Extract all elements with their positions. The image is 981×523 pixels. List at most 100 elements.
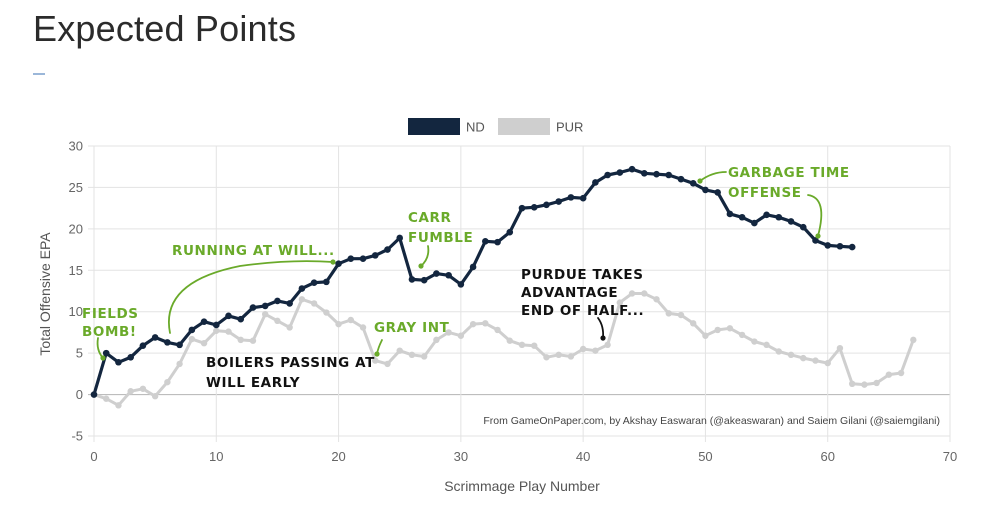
nd-point — [751, 219, 758, 227]
x-axis-label: Scrimmage Play Number — [444, 478, 600, 494]
pur-point — [310, 300, 318, 307]
pur-point — [262, 311, 269, 318]
pur-point — [482, 320, 489, 327]
nd-point — [408, 276, 416, 283]
pur-point — [445, 329, 452, 336]
nd-point — [90, 391, 98, 398]
nd-point — [653, 170, 660, 178]
pur-point — [873, 379, 880, 387]
pur-point — [604, 341, 611, 349]
pur-point — [726, 325, 734, 332]
y-tick-label: -5 — [71, 429, 83, 444]
nd-point — [188, 326, 196, 334]
nd-point — [836, 242, 844, 250]
nd-point — [176, 341, 183, 349]
annotation: RUNNING AT WILL... — [172, 243, 335, 259]
annotation-text: RUNNING AT WILL... — [172, 243, 335, 259]
pur-point — [457, 332, 465, 339]
pur-point — [738, 331, 746, 339]
nd-point — [237, 315, 245, 323]
pur-point — [372, 357, 379, 364]
pur-point — [555, 351, 562, 358]
annotation-arrowhead — [100, 355, 106, 361]
pur-point — [347, 316, 354, 324]
y-tick-label: 5 — [76, 346, 83, 361]
annotation-arrow — [420, 245, 430, 267]
annotation-text: WILL EARLY — [206, 375, 300, 391]
pur-point — [592, 347, 599, 354]
x-tick-label: 30 — [454, 449, 468, 464]
annotation-text: BOILERS PASSING AT — [206, 355, 375, 371]
legend-swatch-nd — [408, 118, 460, 135]
annotation-arrow — [168, 260, 334, 334]
x-tick-label: 20 — [331, 449, 345, 464]
nd-point — [102, 349, 110, 357]
nd-point — [787, 218, 795, 225]
annotation-arrow — [96, 337, 104, 359]
y-tick-label: 30 — [69, 139, 83, 154]
annotation-arrowhead — [600, 335, 606, 341]
pur-point — [298, 296, 306, 303]
pur-point — [115, 402, 122, 409]
annotation-arrowhead — [697, 178, 703, 184]
chart-legend: ND PUR — [408, 118, 583, 135]
legend-swatch-pur — [498, 118, 550, 135]
chart-series — [90, 165, 917, 409]
pur-point — [469, 320, 477, 328]
nd-point — [445, 271, 452, 279]
pur-point — [543, 354, 550, 361]
nd-point — [494, 238, 501, 246]
nd-point — [335, 260, 342, 267]
pur-point — [127, 388, 134, 395]
nd-point — [726, 210, 734, 218]
nd-point — [677, 175, 685, 183]
nd-point — [848, 243, 856, 251]
chart-grid — [88, 145, 951, 442]
annotation-text: OFFENSE — [728, 185, 802, 201]
nd-point — [371, 252, 379, 259]
annotation-text: FIELDS — [82, 306, 139, 322]
pur-point — [151, 393, 159, 400]
nd-point — [200, 318, 208, 325]
annotation-text: GRAY INT — [374, 320, 450, 336]
pur-point — [567, 353, 575, 360]
pur-point — [323, 309, 330, 316]
annotation-arrowhead — [815, 233, 821, 239]
legend-label-pur: PUR — [556, 120, 583, 135]
annotation-text: CARR — [408, 210, 452, 226]
chart-credit: From GameOnPaper.com, by Akshay Easwaran… — [483, 415, 940, 427]
page-title: Expected Points — [33, 8, 297, 49]
pur-point — [213, 327, 220, 334]
nd-point — [225, 312, 232, 320]
pur-point — [225, 328, 232, 335]
nd-point — [799, 223, 807, 231]
nd-point — [616, 169, 624, 176]
pur-point — [286, 324, 293, 331]
annotation-arrow — [699, 171, 727, 182]
pur-point — [335, 320, 342, 328]
nd-point — [555, 198, 562, 205]
nd-point — [482, 237, 489, 245]
nd-point — [530, 204, 538, 211]
pur-point — [812, 357, 819, 364]
nd-point — [592, 179, 599, 186]
x-tick-label: 60 — [820, 449, 834, 464]
annotation-text: END OF HALF... — [521, 303, 644, 319]
pur-point — [420, 353, 428, 360]
annotation-arrowhead — [418, 263, 424, 269]
pur-point — [763, 341, 770, 349]
annotation: GARBAGE TIME OFFENSE — [728, 165, 850, 201]
annotation-text: GARBAGE TIME — [728, 165, 850, 181]
pur-point — [433, 336, 440, 344]
nd-point — [212, 321, 220, 329]
nd-point — [164, 339, 171, 346]
x-tick-label: 10 — [209, 449, 223, 464]
pur-point — [861, 381, 868, 388]
nd-point — [604, 171, 611, 179]
annotation-arrowhead — [374, 351, 380, 357]
pur-point — [897, 369, 905, 377]
pur-point — [800, 354, 807, 362]
pur-point — [787, 351, 795, 358]
pur-point — [885, 371, 893, 378]
